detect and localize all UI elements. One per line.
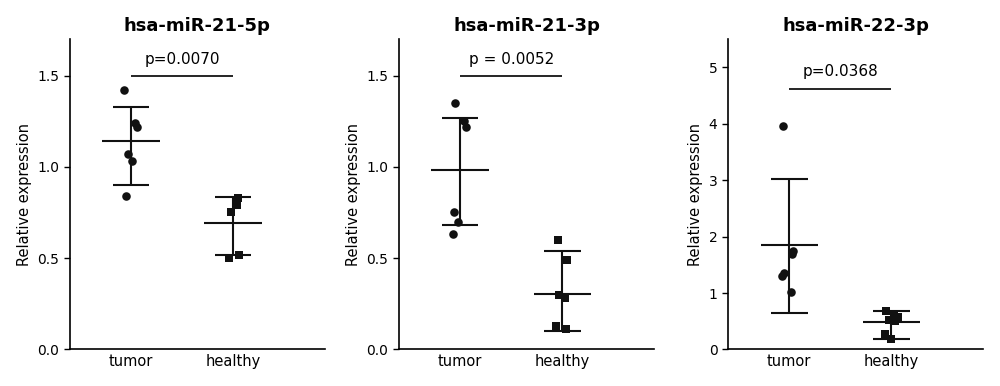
Point	[557, 295, 573, 301]
Point	[883, 336, 899, 342]
Point	[230, 195, 246, 201]
Point	[783, 289, 799, 295]
Point	[890, 314, 906, 320]
Point	[776, 270, 792, 276]
Point	[878, 308, 894, 314]
Point	[458, 124, 474, 130]
Point	[548, 323, 564, 329]
Y-axis label: Relative expression: Relative expression	[688, 123, 703, 266]
Point	[551, 291, 567, 298]
Point	[450, 218, 466, 225]
Point	[229, 202, 245, 208]
Title: hsa-miR-22-3p: hsa-miR-22-3p	[782, 17, 929, 35]
Point	[129, 124, 145, 130]
Text: p=0.0368: p=0.0368	[802, 64, 878, 80]
Point	[550, 237, 566, 243]
Point	[116, 87, 132, 93]
Point	[775, 124, 791, 130]
Point	[887, 318, 903, 324]
Point	[231, 251, 247, 257]
Text: p = 0.0052: p = 0.0052	[469, 52, 554, 67]
Point	[774, 273, 790, 279]
Point	[118, 193, 134, 199]
Title: hsa-miR-21-5p: hsa-miR-21-5p	[124, 17, 271, 35]
Point	[445, 231, 461, 237]
Point	[127, 120, 143, 126]
Point	[456, 118, 472, 124]
Point	[446, 210, 462, 216]
Y-axis label: Relative expression: Relative expression	[17, 123, 32, 266]
Y-axis label: Relative expression: Relative expression	[346, 123, 361, 266]
Point	[877, 330, 893, 337]
Title: hsa-miR-21-3p: hsa-miR-21-3p	[453, 17, 600, 35]
Text: p=0.0070: p=0.0070	[144, 52, 220, 67]
Point	[221, 255, 237, 261]
Point	[223, 210, 239, 216]
Point	[784, 251, 800, 257]
Point	[785, 247, 801, 254]
Point	[886, 312, 902, 318]
Point	[559, 257, 575, 263]
Point	[120, 151, 136, 157]
Point	[447, 100, 463, 106]
Point	[881, 317, 897, 323]
Point	[124, 158, 140, 164]
Point	[558, 326, 574, 332]
